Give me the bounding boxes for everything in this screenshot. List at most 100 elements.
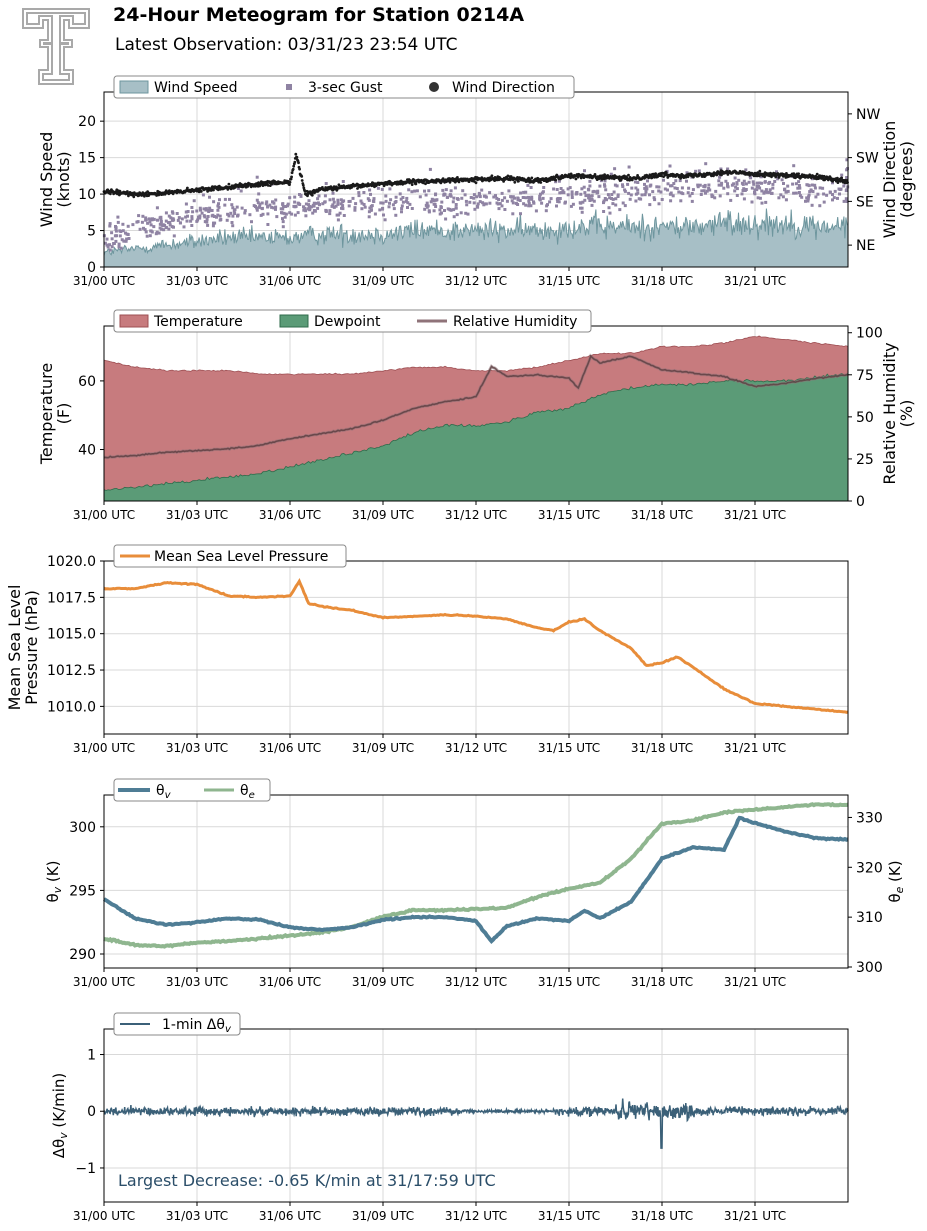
theta-v-axis-label: θv (K) <box>44 861 64 903</box>
gust-point <box>475 204 479 208</box>
gust-point <box>524 196 528 200</box>
gust-point <box>610 197 613 200</box>
gust-point <box>836 196 839 200</box>
gust-point <box>540 191 544 195</box>
gust-point <box>353 206 357 210</box>
gust-point <box>690 192 694 195</box>
gust-point <box>312 209 316 212</box>
x-tick-label: 31/03 UTC <box>166 975 228 989</box>
gust-point <box>529 204 533 208</box>
theta-panel: 31/00 UTC 31/03 UTC 31/06 UTC 31/09 UTC 31/1… <box>44 778 906 989</box>
gust-point <box>108 243 112 247</box>
gust-point <box>636 188 640 192</box>
dtheta-panel: 31/00 UTC 31/03 UTC 31/06 UTC 31/09 UTC 31/1… <box>50 1012 849 1223</box>
legend-label: Wind Speed <box>154 80 238 96</box>
gust-point <box>694 169 698 173</box>
gust-point <box>555 188 559 191</box>
gust-point <box>626 182 630 186</box>
gust-point <box>832 196 836 200</box>
gust-point <box>400 204 404 208</box>
gust-point <box>110 245 114 249</box>
gust-point <box>368 206 372 210</box>
direction-point <box>266 184 270 187</box>
gust-point <box>507 189 511 193</box>
direction-point <box>530 176 534 180</box>
gust-point <box>167 214 171 218</box>
gust-point <box>702 189 706 193</box>
gust-point <box>408 202 412 206</box>
wind-speed-area <box>103 208 849 268</box>
gust-point <box>257 192 261 196</box>
gust-point <box>237 187 240 190</box>
gust-point <box>495 196 499 200</box>
gust-point <box>453 186 457 190</box>
gust-point <box>707 183 711 187</box>
gust-point <box>198 206 202 210</box>
gust-point <box>410 190 414 194</box>
x-tick-label: 31/06 UTC <box>259 274 321 288</box>
gust-point <box>758 186 762 190</box>
gust-point <box>691 188 695 192</box>
gust-point <box>265 200 269 204</box>
gust-point <box>797 191 801 194</box>
direction-point <box>720 173 723 177</box>
gust-point <box>324 209 328 213</box>
gust-point <box>811 190 815 193</box>
gust-point <box>429 200 433 204</box>
y2-tick-label: 100 <box>856 326 883 342</box>
gust-point <box>464 199 468 203</box>
gust-point <box>199 208 202 212</box>
gust-point <box>726 192 730 196</box>
gust-point <box>558 191 562 195</box>
gust-point <box>461 189 465 193</box>
gust-point <box>208 195 211 199</box>
direction-point <box>840 176 843 180</box>
gust-point <box>602 199 606 203</box>
gust-point <box>762 191 766 195</box>
gust-point <box>218 218 222 222</box>
gust-point <box>376 186 380 190</box>
gust-point <box>152 217 156 221</box>
direction-point <box>660 174 663 178</box>
gust-point <box>106 245 110 249</box>
gust-point <box>372 200 376 203</box>
direction-point <box>457 180 461 184</box>
gust-point <box>131 223 135 227</box>
gust-point <box>304 209 308 213</box>
gust-point <box>611 197 615 201</box>
gust-point <box>568 186 572 190</box>
direction-point <box>817 177 821 180</box>
gust-point <box>696 183 700 187</box>
gust-point <box>147 217 151 221</box>
gust-point <box>737 178 741 182</box>
gust-point <box>311 211 315 215</box>
gust-point <box>243 211 247 215</box>
page-subtitle: Latest Observation: 03/31/23 23:54 UTC <box>115 35 458 55</box>
direction-point <box>797 172 800 176</box>
direction-point <box>310 193 314 197</box>
direction-points <box>102 152 849 199</box>
legend-box <box>113 75 575 99</box>
gust-point <box>546 203 549 207</box>
gust-point <box>213 221 217 225</box>
gust-point <box>362 191 366 194</box>
gust-point <box>427 210 431 214</box>
gust-point <box>602 210 606 213</box>
gust-point <box>478 192 481 196</box>
direction-point <box>337 183 341 187</box>
gust-point <box>831 198 834 202</box>
gust-point <box>603 183 606 187</box>
gust-point <box>126 233 130 236</box>
gust-point <box>760 181 763 185</box>
legend-label: Mean Sea Level Pressure <box>154 549 328 565</box>
gust-point <box>559 187 563 190</box>
direction-point <box>763 175 766 179</box>
gust-point <box>522 190 526 194</box>
direction-point <box>618 175 621 179</box>
gust-point <box>806 199 810 203</box>
gust-point <box>162 228 166 232</box>
gust-point <box>734 185 738 189</box>
gust-point <box>560 191 564 195</box>
gust-point <box>202 207 206 211</box>
